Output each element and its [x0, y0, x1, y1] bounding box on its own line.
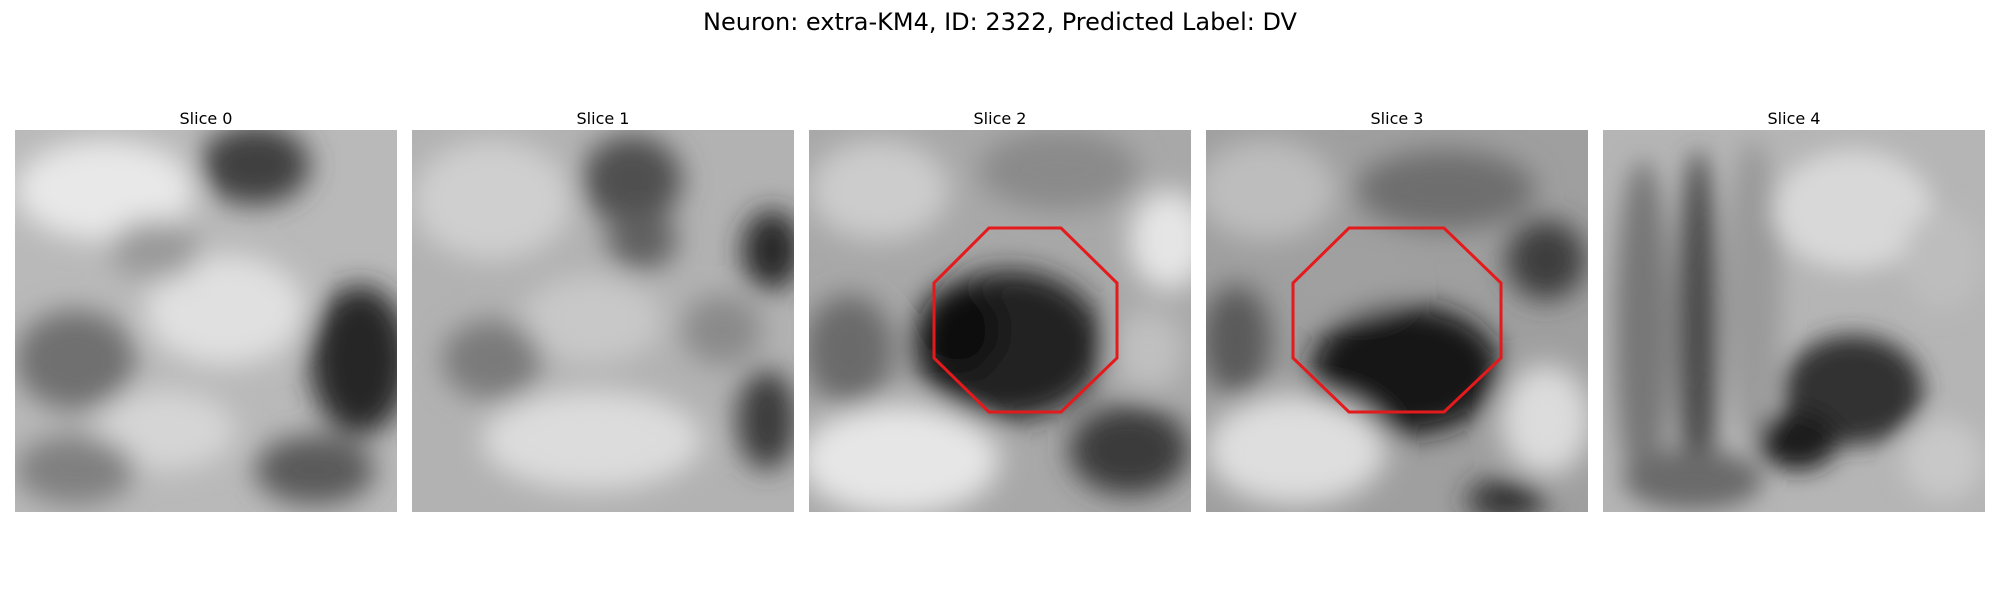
slice-title-2: Slice 2 — [973, 109, 1027, 128]
slice-panel-3: Slice 3 — [1206, 108, 1588, 512]
slice-panel-0: Slice 0 — [15, 108, 397, 512]
slice-panel-1: Slice 1 — [412, 108, 794, 512]
slice-title-0: Slice 0 — [179, 109, 233, 128]
slice-image-2 — [809, 130, 1191, 512]
slice-image-1 — [412, 130, 794, 512]
figure-title: Neuron: extra-KM4, ID: 2322, Predicted L… — [703, 8, 1297, 36]
roi-outline-3 — [1291, 226, 1503, 414]
slice-image-3 — [1206, 130, 1588, 512]
slice-image-4 — [1603, 130, 1985, 512]
roi-outline-2 — [932, 226, 1119, 414]
slice-image-0 — [15, 130, 397, 512]
slice-title-4: Slice 4 — [1767, 109, 1821, 128]
slice-panel-4: Slice 4 — [1603, 108, 1985, 512]
slice-title-1: Slice 1 — [576, 109, 630, 128]
slice-title-3: Slice 3 — [1370, 109, 1424, 128]
slice-panel-2: Slice 2 — [809, 108, 1191, 512]
